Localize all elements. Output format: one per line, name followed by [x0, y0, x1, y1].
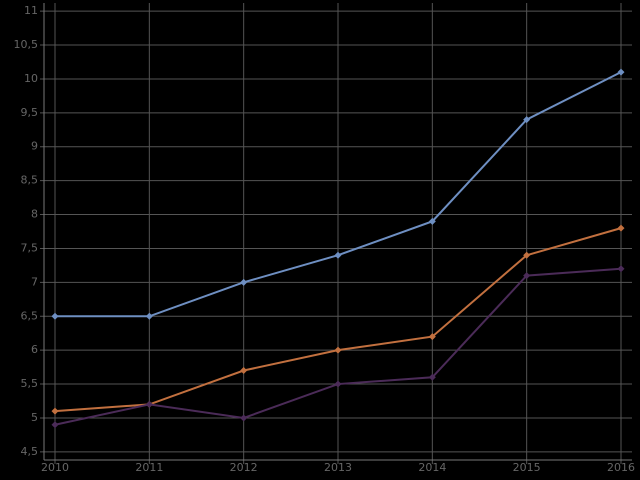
point-marker — [334, 346, 342, 354]
point-marker — [617, 265, 625, 273]
x-tick-label: 2010 — [41, 461, 69, 474]
point-marker — [523, 272, 531, 280]
point-marker — [428, 333, 436, 341]
x-tick-label: 2014 — [418, 461, 446, 474]
y-tick-label: 5 — [31, 411, 38, 424]
y-tick-label: 10,5 — [14, 38, 39, 51]
point-marker — [51, 312, 59, 320]
x-tick-label: 2013 — [324, 461, 352, 474]
y-tick-label: 7,5 — [21, 241, 39, 254]
point-marker — [334, 380, 342, 388]
y-tick-label: 4,5 — [21, 445, 39, 458]
point-marker — [240, 366, 248, 374]
point-marker — [240, 414, 248, 422]
y-tick-label: 11 — [24, 4, 38, 17]
y-tick-label: 9,5 — [21, 106, 39, 119]
point-marker — [428, 217, 436, 225]
point-marker — [428, 373, 436, 381]
point-marker — [240, 278, 248, 286]
point-marker — [523, 251, 531, 259]
y-tick-label: 9 — [31, 140, 38, 153]
point-marker — [51, 421, 59, 429]
x-tick-label: 2015 — [513, 461, 541, 474]
point-marker — [145, 400, 153, 408]
y-tick-label: 6 — [31, 343, 38, 356]
y-tick-label: 5,5 — [21, 377, 39, 390]
point-marker — [334, 251, 342, 259]
point-marker — [523, 116, 531, 124]
y-tick-label: 10 — [24, 72, 38, 85]
x-tick-label: 2011 — [135, 461, 163, 474]
y-tick-label: 7 — [31, 275, 38, 288]
point-marker — [51, 407, 59, 415]
x-tick-label: 2012 — [230, 461, 258, 474]
point-marker — [617, 68, 625, 76]
point-marker — [145, 312, 153, 320]
y-tick-label: 6,5 — [21, 309, 39, 322]
x-tick-label: 2016 — [607, 461, 635, 474]
y-tick-label: 8,5 — [21, 174, 39, 187]
point-marker — [617, 224, 625, 232]
y-tick-label: 8 — [31, 208, 38, 221]
